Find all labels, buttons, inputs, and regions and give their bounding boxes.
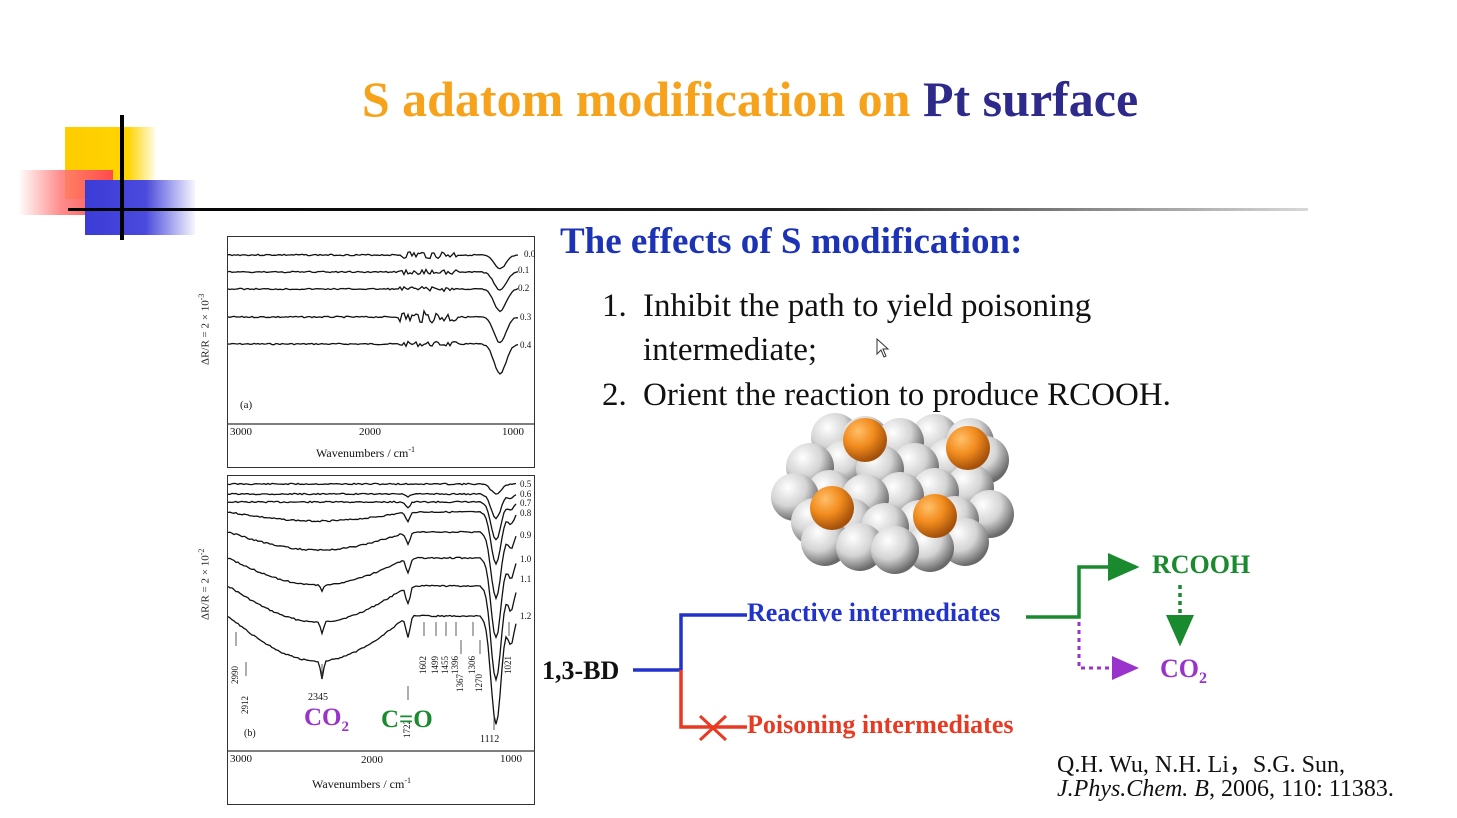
point-1-line1: Inhibit the path to yield poisoning: [643, 288, 1092, 324]
effects-heading: The effects of S modification:: [560, 221, 1023, 262]
trace-label-a: 0.3: [520, 312, 532, 322]
point-1-line2: intermediate;: [643, 332, 818, 368]
panel-b-label: (b): [244, 728, 256, 739]
spectrum-trace: [228, 614, 517, 725]
spectrum-a-plot: [228, 251, 534, 425]
s-adatom: [913, 494, 957, 538]
trace-label-b: 1.0: [520, 554, 532, 564]
trace-label-b: 1.2: [520, 611, 532, 621]
title-part2: Pt surface: [922, 71, 1139, 127]
x-tick: 3000: [230, 753, 252, 765]
x-tick: 2000: [359, 426, 381, 438]
trace-label-b: 0.7: [520, 498, 532, 508]
co-band-label: C=O: [381, 706, 433, 733]
x-tick: 3000: [230, 426, 252, 438]
spectrum-trace: [228, 510, 517, 566]
trace-label-a: 0.4: [520, 340, 532, 350]
spectrum-trace: [228, 584, 517, 683]
blocked-cross-icon: [698, 714, 728, 742]
pt-atom: [871, 526, 919, 574]
peak-markers: [235, 622, 510, 730]
title-part1: S adatom modification on: [361, 71, 911, 127]
spectrum-trace: [228, 492, 517, 520]
spectrum-b-plot: [228, 482, 534, 752]
trace-label-b: 0.5: [520, 479, 532, 489]
peak-label: 1112: [480, 734, 500, 745]
trace-label-a: 0.1: [518, 265, 530, 275]
reference-citation: J.Phys.Chem. B, 2006, 110: 11383.: [1057, 776, 1394, 803]
spectrum-trace: [228, 482, 517, 495]
trace-label-a: 0.0: [524, 249, 536, 259]
deco-vertical-line: [120, 115, 124, 240]
reactant-label: 1,3-BD: [542, 656, 620, 685]
reference-journal: J.Phys.Chem. B,: [1057, 776, 1215, 802]
co2-band-label: CO2: [304, 704, 349, 735]
spectrum-trace: [228, 309, 519, 344]
rcooh-product-label: RCOOH: [1152, 550, 1251, 579]
spectrum-trace: [228, 500, 517, 541]
point-2-number: 2.: [602, 377, 627, 413]
s-adatoms: [810, 418, 990, 538]
spectrum-panel-a: 0.0 0.1 0.2 0.3 0.4 (a) 3000 2000 1000 W…: [227, 236, 535, 468]
spectrum-trace: [228, 285, 519, 313]
pt-atom: [836, 523, 884, 571]
deco-horizontal-line: [68, 208, 1308, 211]
x-tick: 2000: [361, 754, 383, 766]
trace-label-b: 0.6: [520, 489, 532, 499]
slide-title: S adatom modification on Pt surface: [0, 70, 1457, 128]
co2-product-label: CO2: [1160, 654, 1207, 688]
spectrum-panel-b: 0.5 0.6 0.7 0.8 0.9 1.0 1.1 1.2 2990 2912 2345 172…: [227, 475, 535, 805]
spectrum-b-traces: [228, 482, 517, 725]
panel-a-label: (a): [240, 399, 253, 411]
trace-label-b: 1.1: [520, 574, 532, 584]
spectrum-trace: [228, 556, 517, 640]
s-adatom: [810, 486, 854, 530]
spectrum-a-traces: [228, 251, 519, 375]
trace-label-b: 0.9: [520, 530, 532, 540]
x-tick: 1000: [502, 426, 524, 438]
trace-label-a: 0.2: [518, 283, 530, 293]
point-2-line1: Orient the reaction to produce RCOOH.: [643, 377, 1171, 413]
spectrum-trace: [228, 340, 519, 375]
s-adatom: [843, 418, 887, 462]
x-axis-label-b: Wavenumbers / cm-1: [312, 776, 412, 791]
reactive-intermediates-label: Reactive intermediates: [747, 598, 1001, 627]
spectrum-trace: [228, 251, 518, 270]
x-axis-label-a: Wavenumbers / cm-1: [316, 445, 416, 460]
poisoning-intermediates-label: Poisoning intermediates: [747, 710, 1014, 739]
pt-surface-model-image: [771, 413, 1014, 574]
x-tick: 1000: [500, 753, 522, 765]
mouse-cursor-icon: [876, 338, 890, 358]
pt-atom: [801, 518, 849, 566]
s-adatom: [946, 426, 990, 470]
spectrum-trace: [228, 268, 519, 291]
peak-label: 2345: [308, 692, 328, 703]
reference-details: 2006, 110: 11383.: [1214, 776, 1394, 802]
trace-label-b: 0.8: [520, 508, 532, 518]
reference-authors: Q.H. Wu, N.H. Li，S.G. Sun,: [1057, 752, 1345, 778]
spectrum-trace: [228, 530, 517, 601]
deco-blue-square: [85, 180, 195, 235]
point-1-number: 1.: [602, 288, 627, 324]
